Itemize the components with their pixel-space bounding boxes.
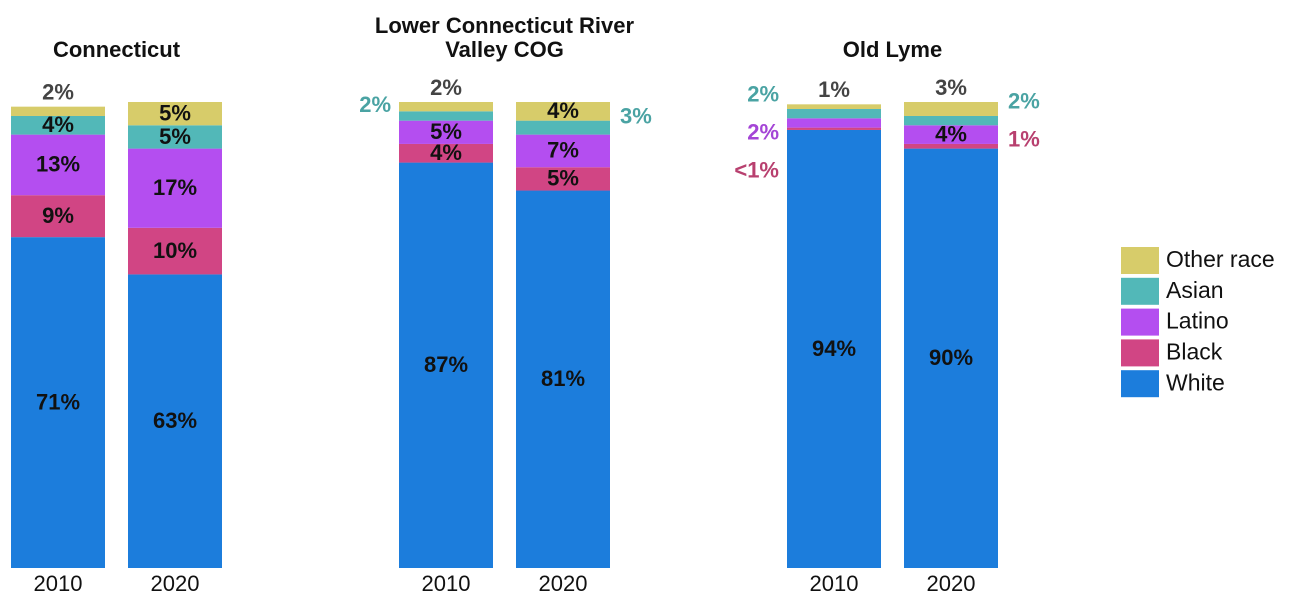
value-label: 2% bbox=[42, 79, 74, 104]
value-label: 4% bbox=[430, 140, 462, 165]
panel-title: Lower Connecticut River Valley COG bbox=[374, 13, 635, 62]
bar-segment bbox=[787, 108, 881, 119]
bar-segment bbox=[11, 195, 105, 238]
legend-label: White bbox=[1166, 369, 1225, 395]
legend-label: Other race bbox=[1166, 246, 1275, 272]
bar-segment bbox=[904, 102, 998, 116]
panel-title: Old Lyme bbox=[842, 37, 943, 62]
bar-segment bbox=[11, 115, 105, 135]
bar-segment bbox=[787, 127, 881, 130]
value-label: 1% bbox=[818, 77, 850, 102]
value-label: 5% bbox=[159, 124, 191, 149]
value-label: 9% bbox=[42, 203, 74, 228]
bar-segment bbox=[787, 118, 881, 128]
bar-segment bbox=[904, 143, 998, 149]
x-tick-label: 2020 bbox=[539, 571, 588, 596]
legend-swatch bbox=[1121, 370, 1159, 398]
value-label: 13% bbox=[36, 152, 80, 177]
bar-segment bbox=[516, 167, 610, 191]
panel-title: Connecticut bbox=[52, 37, 181, 62]
value-label: 17% bbox=[153, 175, 197, 200]
bar-segment bbox=[128, 148, 222, 228]
bar-segment bbox=[787, 104, 881, 109]
bar-segment bbox=[128, 102, 222, 126]
value-label: 10% bbox=[153, 238, 197, 263]
value-label: 1% bbox=[1008, 126, 1040, 151]
x-tick-label: 2010 bbox=[810, 571, 859, 596]
value-label: 2% bbox=[747, 119, 779, 144]
value-label: 4% bbox=[42, 112, 74, 137]
legend-label: Latino bbox=[1166, 308, 1229, 334]
value-label: 5% bbox=[547, 166, 579, 191]
value-label: 94% bbox=[812, 336, 856, 361]
bar-segment bbox=[904, 115, 998, 126]
legend-label: Asian bbox=[1166, 277, 1224, 303]
x-tick-label: 2010 bbox=[422, 571, 471, 596]
bar-segment bbox=[128, 274, 222, 568]
value-label: 90% bbox=[929, 345, 973, 370]
x-tick-label: 2020 bbox=[151, 571, 200, 596]
value-label: 81% bbox=[541, 366, 585, 391]
x-tick-label: 2020 bbox=[927, 571, 976, 596]
bar-segment bbox=[11, 237, 105, 568]
bar-segment bbox=[516, 102, 610, 121]
bar-segment bbox=[399, 111, 493, 121]
bar-segment bbox=[399, 143, 493, 163]
bar-segment bbox=[516, 134, 610, 168]
legend-swatch bbox=[1121, 308, 1159, 336]
bar-segment bbox=[787, 129, 881, 568]
value-label: 5% bbox=[159, 100, 191, 125]
bar-segment bbox=[11, 106, 105, 116]
value-label: 2% bbox=[1008, 88, 1040, 113]
value-label: 2% bbox=[359, 92, 391, 117]
value-label: 87% bbox=[424, 352, 468, 377]
bar-segment bbox=[399, 120, 493, 144]
legend-swatch bbox=[1121, 277, 1159, 305]
value-label: 2% bbox=[430, 75, 462, 100]
value-label: 4% bbox=[547, 98, 579, 123]
value-label: 71% bbox=[36, 389, 80, 414]
value-label: <1% bbox=[734, 157, 779, 182]
bar-segment bbox=[516, 190, 610, 569]
legend-swatch bbox=[1121, 339, 1159, 367]
bar-segment bbox=[904, 148, 998, 568]
bar-segment bbox=[128, 227, 222, 275]
value-label: 2% bbox=[747, 81, 779, 106]
value-label: 63% bbox=[153, 408, 197, 433]
bar-segment bbox=[128, 125, 222, 149]
value-label: 5% bbox=[430, 119, 462, 144]
bar-segment bbox=[904, 125, 998, 144]
legend-label: Black bbox=[1166, 338, 1223, 364]
bar-segment bbox=[11, 134, 105, 196]
value-label: 3% bbox=[620, 103, 652, 128]
x-tick-label: 2010 bbox=[34, 571, 83, 596]
bar-segment bbox=[399, 162, 493, 568]
value-label: 7% bbox=[547, 138, 579, 163]
legend-swatch bbox=[1121, 247, 1159, 274]
bar-segment bbox=[399, 102, 493, 112]
value-label: 4% bbox=[935, 121, 967, 146]
value-label: 3% bbox=[935, 75, 967, 100]
bar-segment bbox=[516, 120, 610, 135]
